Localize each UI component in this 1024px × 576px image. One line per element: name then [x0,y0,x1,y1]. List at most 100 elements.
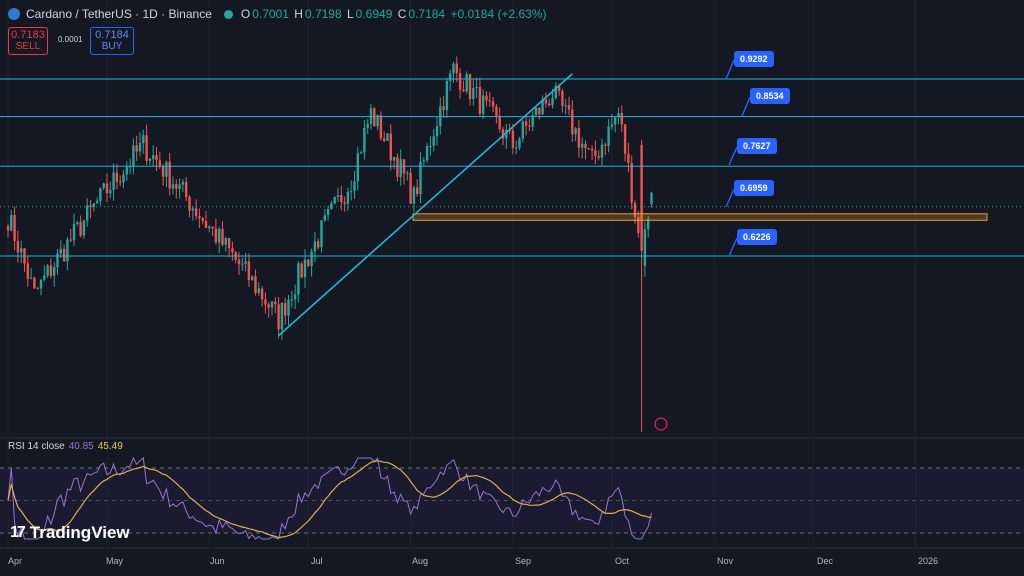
x-tick-aug: Aug [412,556,429,566]
candle-body-53 [181,181,185,185]
candle-body-167 [557,85,561,91]
spread-value: 0.0001 [58,35,83,44]
candle-body-48 [165,161,168,177]
candle-body-44 [152,155,155,159]
candle-body-155 [518,138,521,148]
candle-body-27 [95,200,99,204]
candle-body-194 [647,218,650,230]
high-value: 0.7198 [304,7,342,21]
support-zone [412,213,988,221]
candle-body-35 [122,174,125,183]
candle-body-22 [79,222,82,236]
candle-body-119 [399,159,402,177]
ohlc-values: O 0.7001 H 0.7198 L 0.6949 C 0.7184 +0.0184 … [241,7,549,21]
candle-body-60 [204,221,208,229]
candle-body-163 [544,99,548,104]
candle-body-146 [488,100,491,102]
candle-body-177 [590,148,594,151]
candle-body-31 [109,190,112,194]
candle-body-77 [260,288,264,300]
candle-body-38 [132,145,135,167]
candle-body-115 [386,133,389,141]
candle-body-140 [468,74,472,99]
x-tick-nov: Nov [717,556,734,566]
candle-body-36 [125,166,128,175]
candle-body-93 [313,241,317,252]
candle-body-176 [587,148,590,150]
candle-body-190 [633,202,637,217]
candle-body-121 [406,172,409,174]
candle-body-55 [188,196,191,211]
level-tag-3[interactable]: 0.7627 [737,138,777,154]
candle-body-30 [105,183,109,194]
candle-body-49 [168,161,171,189]
candle-body-184 [614,117,617,125]
price-pane [0,0,1024,438]
candle-body-51 [175,184,178,189]
x-tick-jun: Jun [210,556,225,566]
candle-body-153 [511,130,515,148]
candle-body-150 [501,129,505,139]
candle-body-20 [72,223,76,241]
event-icon [654,417,668,431]
candle-body-86 [290,299,293,301]
candle-body-75 [254,276,257,293]
candle-body-58 [198,216,201,219]
buy-button[interactable]: 0.7184 BUY [90,27,134,55]
candle-body-191 [637,216,640,233]
candle-body-32 [112,172,115,191]
low-value: 0.6949 [355,7,393,21]
candle-body-175 [584,143,587,149]
sell-button[interactable]: 0.7183 SELL [8,27,48,55]
level-tag-1[interactable]: 0.9292 [734,51,774,67]
x-tick-apr: Apr [8,556,23,566]
candle-body-79 [267,304,270,308]
change-value: +0.0184 (+2.63%) [450,7,547,21]
candle-body-74 [251,276,254,281]
buy-label: BUY [101,41,123,52]
candle-body-138 [462,89,465,92]
candle-body-50 [171,184,175,189]
candle-body-37 [128,166,132,168]
candle-body-21 [76,222,79,224]
candle-body-147 [491,101,495,107]
candle-body-10 [39,279,43,289]
tag-pointer-2 [728,146,738,166]
market-open-icon [223,9,233,19]
symbol-title[interactable]: Cardano / TetherUS · 1D · Binance [26,7,212,21]
candle-body-189 [630,162,633,203]
candle-body-33 [115,172,119,182]
candle-body-0 [6,226,10,231]
candle-body-71 [241,263,244,265]
candle-body-64 [218,228,221,243]
candle-body-187 [623,124,627,154]
sell-label: SELL [15,41,41,52]
candle-body-136 [455,63,458,74]
candle-body-105 [353,181,356,192]
level-tag-4[interactable]: 0.6959 [734,180,774,196]
rsi-legend[interactable]: RSI 14 close 40.85 45.49 [8,441,123,452]
candle-body-106 [356,153,359,182]
candle-body-87 [293,294,297,300]
candle-body-141 [472,88,475,99]
candle-body-25 [89,205,92,207]
candle-body-80 [270,301,274,308]
candle-body-34 [119,181,122,183]
candle-body-98 [330,203,333,210]
level-tag-5[interactable]: 0.6226 [737,229,777,245]
candle-body-137 [458,73,462,90]
candle-body-130 [435,126,439,137]
candle-body-43 [148,158,152,161]
tradingview-watermark: 17 TradingView [10,523,130,543]
candle-body-14 [53,267,56,276]
brand-name: TradingView [29,523,130,542]
candle-body-92 [310,251,313,267]
candle-body-18 [66,239,69,262]
candle-body-181 [604,144,607,146]
candle-body-65 [221,228,224,245]
candle-body-109 [366,123,369,128]
level-tag-2[interactable]: 0.8534 [750,88,790,104]
candle-body-101 [340,195,343,203]
